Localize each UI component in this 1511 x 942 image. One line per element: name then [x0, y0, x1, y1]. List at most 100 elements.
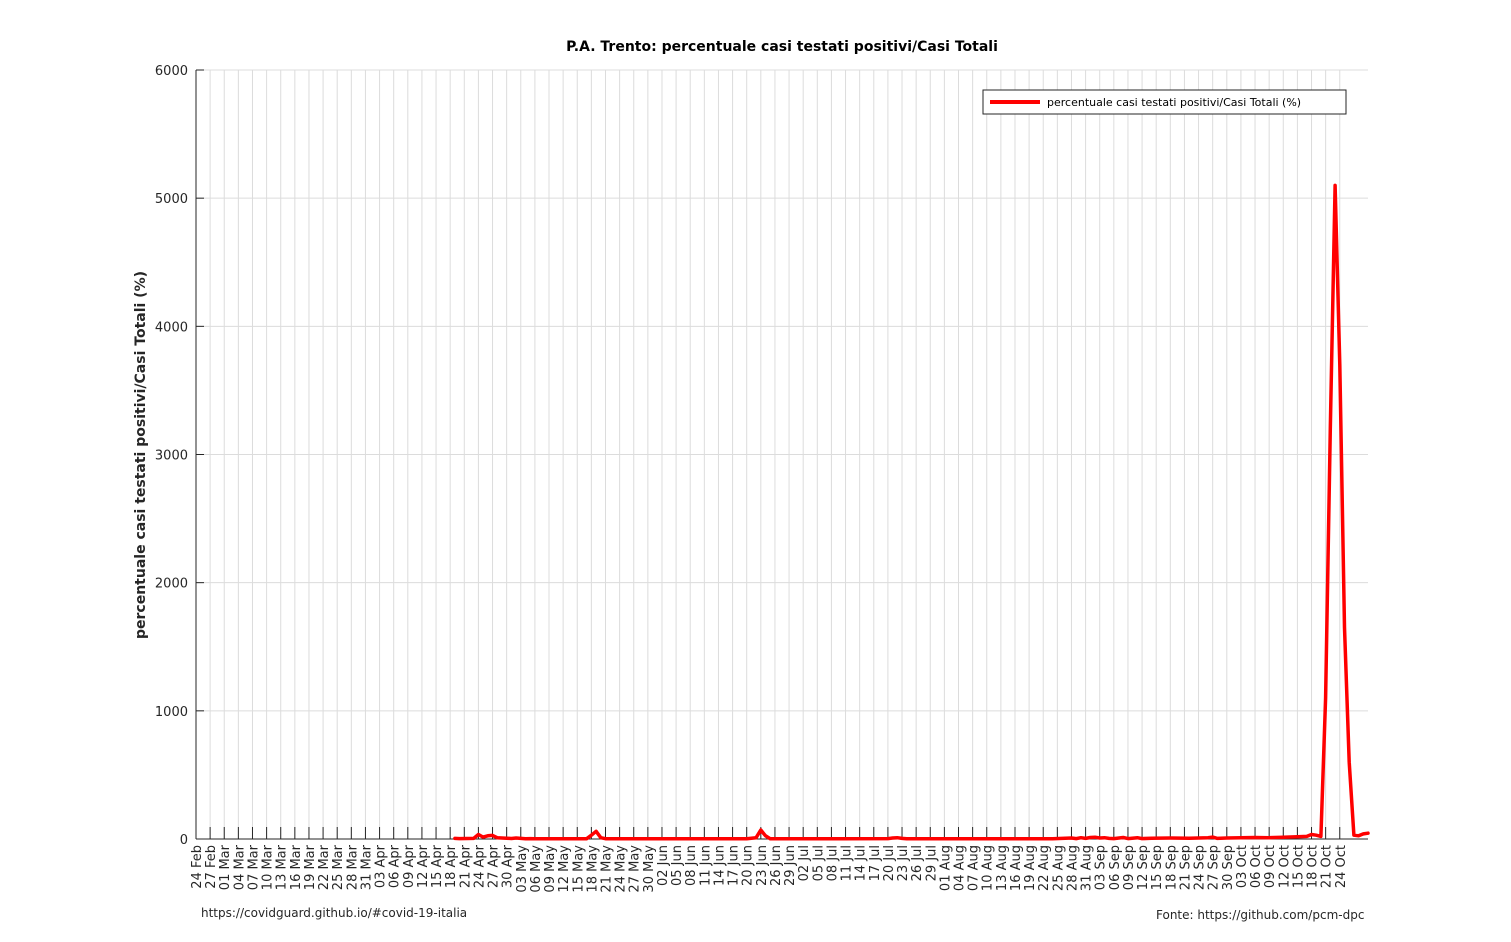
x-tick-label: 06 Sep	[1108, 845, 1123, 890]
x-tick-label: 08 Jul	[825, 845, 840, 881]
x-tick-label: 20 Jun	[741, 845, 756, 886]
x-tick-label: 03 Oct	[1235, 845, 1250, 888]
series-layer	[453, 183, 1370, 841]
x-tick-label: 01 Aug	[938, 845, 953, 891]
x-tick-label: 18 Sep	[1164, 845, 1179, 890]
x-tick-label: 25 Mar	[331, 844, 346, 890]
x-tick-label: 15 Sep	[1150, 845, 1165, 890]
x-tick-label: 29 Jun	[783, 845, 798, 886]
x-tick-label: 24 Apr	[472, 844, 487, 888]
x-tick-label: 02 Jun	[656, 845, 671, 886]
x-tick-label: 21 Oct	[1320, 845, 1335, 888]
x-tick-label: 21 Apr	[458, 844, 473, 888]
x-tick-label: 30 Apr	[501, 844, 516, 888]
x-tick-label: 21 Sep	[1178, 845, 1193, 890]
x-tick-label: 11 Jul	[840, 845, 855, 881]
x-tick-label: 06 Oct	[1249, 845, 1264, 888]
x-tick-label: 15 Oct	[1291, 845, 1306, 888]
y-tick-label: 2000	[155, 577, 188, 592]
x-tick-label: 17 Jul	[868, 845, 883, 881]
x-tick-label: 03 Sep	[1094, 845, 1109, 890]
x-tick-label: 17 Jun	[727, 845, 742, 886]
x-tick-label: 24 Oct	[1334, 845, 1349, 888]
y-axis-label: percentuale casi testati positivi/Casi T…	[133, 271, 149, 639]
x-tick-label: 30 May	[642, 845, 657, 893]
footer-source-link: https://covidguard.github.io/#covid-19-i…	[201, 906, 468, 920]
x-tick-label: 27 Sep	[1207, 845, 1222, 890]
x-tick-label: 08 Jun	[684, 845, 699, 886]
x-tick-label: 13 Aug	[995, 845, 1010, 891]
x-tick-label: 06 May	[529, 845, 544, 893]
y-tick-label: 0	[180, 833, 188, 848]
x-tick-label: 24 May	[614, 845, 629, 893]
x-tick-label: 06 Apr	[388, 844, 403, 888]
series-line	[453, 183, 1370, 841]
x-tick-label: 12 Sep	[1136, 845, 1151, 890]
x-tick-label: 20 Jul	[882, 845, 897, 881]
x-tick-label: 19 Mar	[303, 844, 318, 890]
y-tick-label: 1000	[155, 705, 188, 720]
x-tick-label: 30 Sep	[1221, 845, 1236, 890]
x-tick-label: 14 Jul	[854, 845, 869, 881]
x-tick-label: 09 Sep	[1122, 845, 1137, 890]
x-tick-label: 24 Feb	[190, 845, 205, 889]
x-tick-label: 31 Aug	[1080, 845, 1095, 891]
x-tick-label: 12 May	[557, 845, 572, 893]
x-tick-label: 22 Mar	[317, 844, 332, 890]
x-tick-label: 09 Oct	[1263, 845, 1278, 888]
x-tick-label: 05 Jun	[670, 845, 685, 886]
legend-box	[982, 89, 1347, 115]
x-tick-label: 04 Aug	[953, 845, 968, 891]
x-tick-label: 16 Mar	[289, 844, 304, 890]
x-tick-label: 12 Oct	[1277, 845, 1292, 888]
x-tick-label: 27 Apr	[487, 844, 502, 888]
x-tick-label: 31 Mar	[359, 844, 374, 890]
x-tick-label: 25 Aug	[1051, 845, 1066, 891]
x-tick-label: 11 Jun	[698, 845, 713, 886]
x-tick-label: 15 Apr	[430, 844, 445, 888]
x-tick-label: 22 Aug	[1037, 845, 1052, 891]
x-tick-label: 18 Oct	[1306, 845, 1321, 888]
x-tick-label: 19 Aug	[1023, 845, 1038, 891]
x-tick-label: 23 Jul	[896, 845, 911, 881]
y-tick-label: 3000	[155, 449, 188, 464]
chart-title: P.A. Trento: percentuale casi testati po…	[566, 39, 998, 55]
x-tick-label: 26 Jul	[910, 845, 925, 881]
y-tick-label: 6000	[155, 64, 188, 79]
x-tick-label: 07 Aug	[967, 845, 982, 891]
x-tick-label: 09 Apr	[402, 844, 417, 888]
x-tick-label: 16 Aug	[1009, 845, 1024, 891]
x-tick-label: 28 Mar	[345, 844, 360, 890]
x-tick-label: 27 May	[628, 845, 643, 893]
x-tick-label: 14 Jun	[712, 845, 727, 886]
x-tick-label: 29 Jul	[924, 845, 939, 881]
x-tick-label: 03 May	[515, 845, 530, 893]
y-tick-labels: 0 1000 2000 3000 4000 5000 6000	[155, 64, 188, 848]
x-tick-label: 13 Mar	[275, 844, 290, 890]
x-tick-label: 26 Jun	[769, 845, 784, 886]
x-tick-label: 24 Sep	[1193, 845, 1208, 890]
x-tick-label: 03 Apr	[374, 844, 389, 888]
x-tick-label: 02 Jul	[797, 845, 812, 881]
y-tick-label: 5000	[155, 192, 188, 207]
x-tick-label: 10 Mar	[261, 844, 276, 890]
legend-label: percentuale casi testati positivi/Casi T…	[1047, 96, 1301, 109]
x-tick-label: 18 Apr	[444, 844, 459, 888]
x-tick-label: 04 Mar	[232, 844, 247, 890]
x-tick-label: 15 May	[571, 845, 586, 893]
x-tick-label: 05 Jul	[811, 845, 826, 881]
x-tick-label: 27 Feb	[204, 845, 219, 889]
x-tick-label: 18 May	[585, 845, 600, 893]
x-tick-label: 09 May	[543, 845, 558, 893]
x-tick-label: 23 Jun	[755, 845, 770, 886]
legend: percentuale casi testati positivi/Casi T…	[982, 89, 1347, 115]
x-tick-label: 12 Apr	[416, 844, 431, 888]
x-tick-labels: 24 Feb 27 Feb 01 Mar 04 Mar 07 Mar 10 Mar 13 M…	[190, 844, 1349, 892]
y-tick-label: 4000	[155, 320, 188, 335]
x-tick-label: 21 May	[599, 845, 614, 893]
x-tick-label: 28 Aug	[1065, 845, 1080, 891]
x-tick-label: 01 Mar	[218, 844, 233, 890]
x-tick-label: 07 Mar	[246, 844, 261, 890]
footer-data-source: Fonte: https://github.com/pcm-dpc	[1156, 908, 1365, 922]
